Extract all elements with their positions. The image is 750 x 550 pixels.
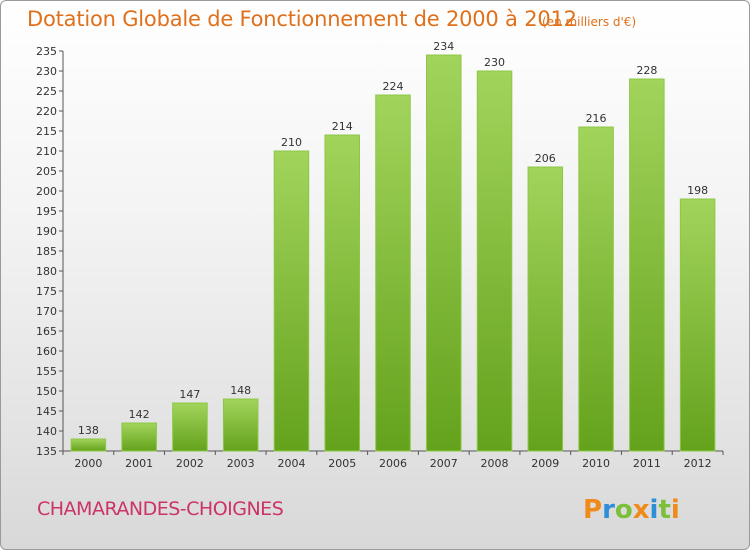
y-tick-label: 145 [36,405,57,418]
x-tick-label: 2008 [481,457,509,470]
x-tick-label: 2011 [633,457,661,470]
bar-value-label: 147 [179,388,200,401]
y-tick-label: 195 [36,205,57,218]
bar [578,126,614,452]
axes: 135 140 145 150 155 160 165 170 175 180 185 190 195 2… [36,45,724,470]
bar [324,134,360,452]
bar [679,198,716,452]
chart-unit: (en milliers d'€) [542,15,637,29]
x-tick-label: 2005 [328,457,356,470]
bar-value-label: 142 [129,408,150,421]
bar [172,402,208,452]
bar-value-label: 216 [586,112,607,125]
y-tick-label: 190 [36,225,57,238]
x-tick-label: 2009 [531,457,559,470]
bar [629,78,665,452]
y-tick-label: 180 [36,265,57,278]
y-tick-label: 225 [36,85,57,98]
bar-value-label: 138 [78,424,99,437]
x-tick-label: 2004 [277,457,305,470]
y-tick-label: 230 [36,65,57,78]
bar [222,398,259,452]
y-tick-label: 205 [36,165,57,178]
x-tick-label: 2012 [684,457,712,470]
bar [121,422,157,452]
y-tick-label: 175 [36,285,57,298]
commune-name: CHAMARANDES-CHOIGNES [37,498,284,520]
x-tick-label: 2002 [176,457,204,470]
chart-title: Dotation Globale de Fonctionnement de 20… [27,7,577,31]
bar-value-label: 224 [383,80,404,93]
y-tick-label: 210 [36,145,57,158]
y-tick-label: 235 [36,45,57,58]
bar [70,438,107,452]
bar-value-label: 148 [230,384,251,397]
x-tick-label: 2010 [582,457,610,470]
x-tick-label: 2006 [379,457,407,470]
bar-value-label: 210 [281,136,302,149]
y-tick-label: 220 [36,105,57,118]
x-tick-label: 2000 [74,457,102,470]
y-tick-label: 170 [36,305,57,318]
y-tick-label: 160 [36,345,57,358]
y-tick-label: 185 [36,245,57,258]
y-tick-label: 215 [36,125,57,138]
y-tick-label: 140 [36,425,57,438]
bar [273,150,310,452]
y-tick-label: 155 [36,365,57,378]
data-labels: 138 142 147 148 210 214 224 234 230 206 216 228 198 [78,40,708,437]
y-tick-label: 165 [36,325,57,338]
y-tick-label: 135 [36,445,57,458]
y-tick-label: 150 [36,385,57,398]
bars [70,54,716,452]
x-tick-label: 2007 [430,457,458,470]
x-tick-label: 2003 [227,457,255,470]
bar [476,70,513,452]
bar-value-label: 234 [433,40,454,53]
bar-value-label: 214 [332,120,353,133]
svg-text:Proxiti: Proxiti [583,495,680,525]
bar-value-label: 206 [535,152,556,165]
bar-value-label: 228 [636,64,657,77]
bar [527,166,564,452]
bar [375,94,411,452]
y-tick-label: 200 [36,185,57,198]
bar-value-label: 198 [687,184,708,197]
x-tick-label: 2001 [125,457,153,470]
bar-value-label: 230 [484,56,505,69]
proxiti-logo[interactable]: Proxiti [581,489,691,529]
bar [426,54,462,452]
